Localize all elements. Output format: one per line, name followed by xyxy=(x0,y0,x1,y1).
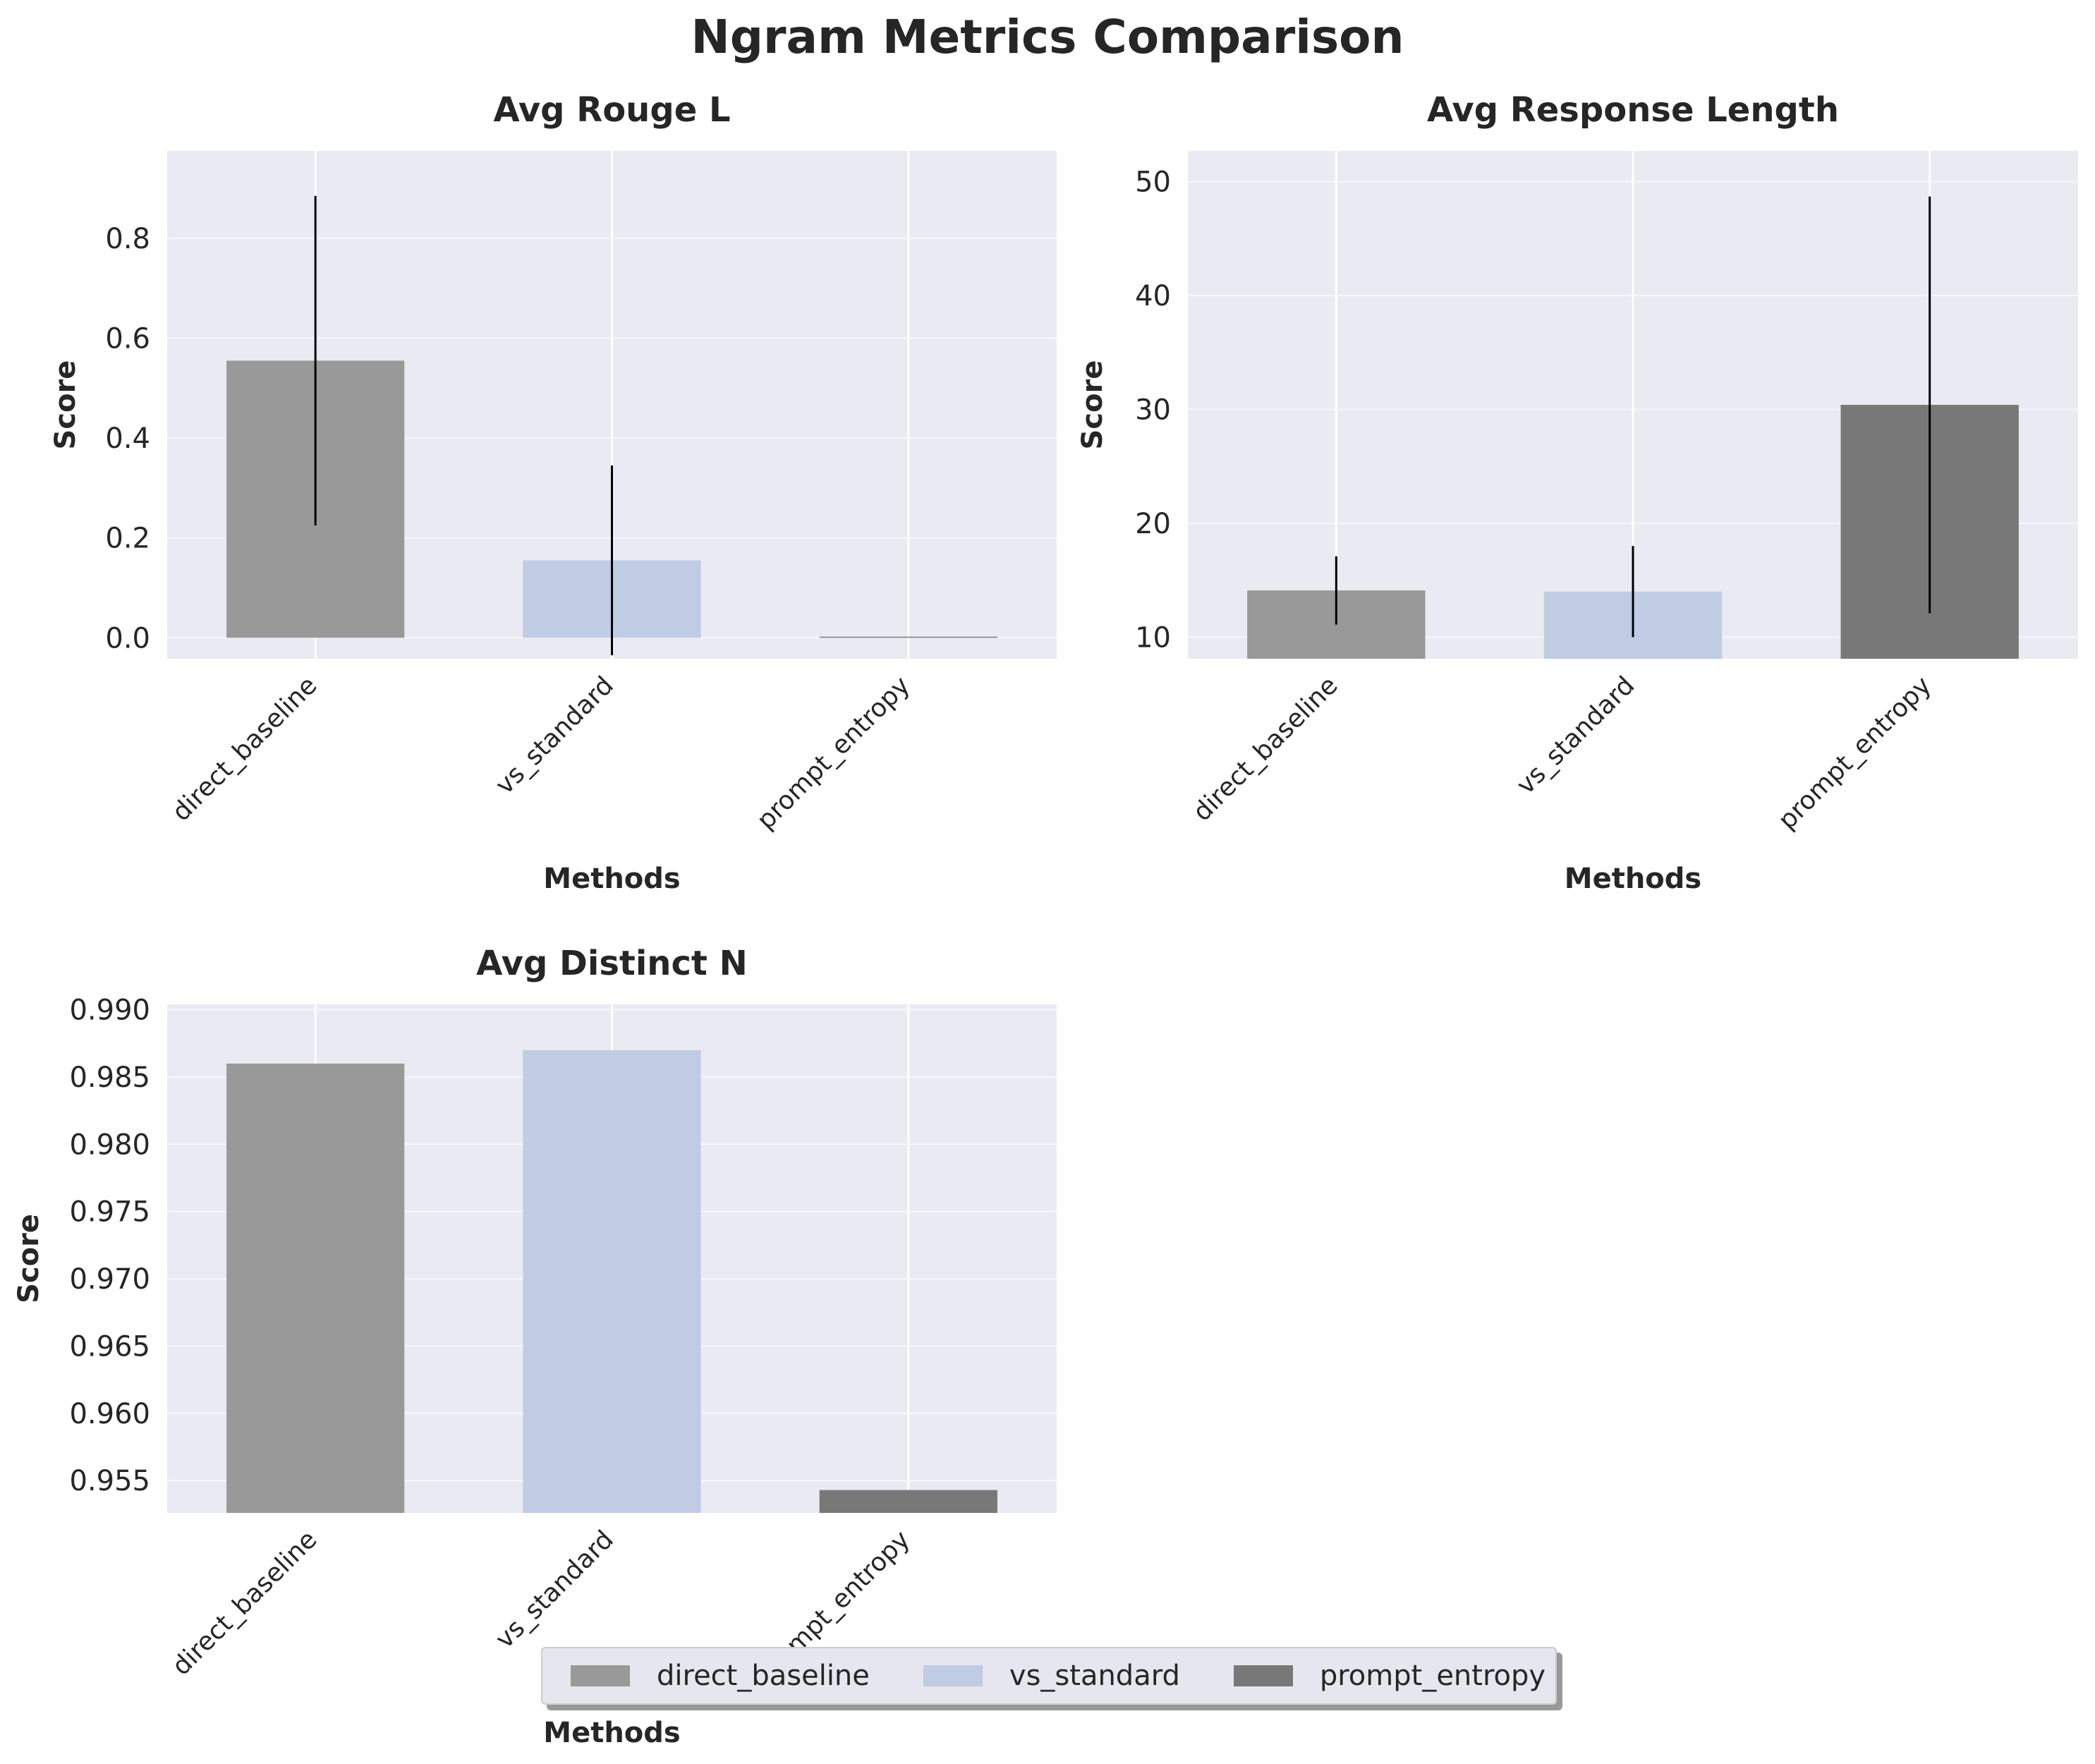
y-tick-label: 0.8 xyxy=(105,223,150,255)
y-tick-label: 0.6 xyxy=(105,322,150,355)
y-tick-label: 0.0 xyxy=(105,622,150,655)
x-tick-label: vs_standard xyxy=(1511,671,1640,800)
y-tick-label: 0.970 xyxy=(69,1263,150,1296)
x-tick-label: direct_baseline xyxy=(1188,671,1344,827)
legend-swatch xyxy=(1233,1665,1293,1686)
x-tick-label: vs_standard xyxy=(490,671,619,800)
chart-panel-1: 0.0 0.2 0.4 0.6 0.8 direct_baseline vs_standar… xyxy=(49,90,1057,895)
y-tick-label: 0.960 xyxy=(69,1398,150,1430)
x-tick-label: vs_standard xyxy=(490,1525,619,1654)
legend-label: direct_baseline xyxy=(657,1660,870,1692)
legend-swatch xyxy=(923,1665,983,1686)
legend-item-prompt-entropy: prompt_entropy xyxy=(1233,1660,1546,1692)
legend-label: vs_standard xyxy=(1009,1660,1180,1692)
figure-title: Ngram Metrics Comparison xyxy=(691,10,1404,64)
x-axis-label: Methods xyxy=(543,863,680,895)
chart-panel-3: 0.955 0.960 0.965 0.970 0.975 0.980 0.985 0.990… xyxy=(13,944,1057,1749)
y-tick-label: 0.985 xyxy=(69,1062,150,1094)
y-tick-label: 0.975 xyxy=(69,1196,150,1229)
legend-item-vs-standard: vs_standard xyxy=(923,1660,1180,1692)
y-tick-label: 10 xyxy=(1135,621,1171,654)
y-tick-label: 0.965 xyxy=(69,1330,150,1363)
y-axis-label: Score xyxy=(1076,360,1109,450)
bar-prompt-entropy xyxy=(819,1490,997,1513)
bar-vs-standard xyxy=(523,1050,701,1513)
y-tick-label: 0.980 xyxy=(69,1129,150,1161)
y-axis-label: Score xyxy=(49,360,82,450)
y-tick-label: 50 xyxy=(1135,166,1171,199)
bar-direct-baseline xyxy=(226,1063,405,1513)
y-tick-label: 40 xyxy=(1135,280,1171,312)
y-tick-label: 20 xyxy=(1135,508,1171,540)
legend-swatch xyxy=(571,1665,630,1686)
legend-item-direct-baseline: direct_baseline xyxy=(571,1660,870,1692)
bars-group xyxy=(1247,196,2019,659)
legend: direct_baseline vs_standard prompt_entropy xyxy=(541,1647,1557,1705)
y-tick-label: 0.4 xyxy=(105,422,150,455)
chart-title: Avg Distinct N xyxy=(476,944,748,983)
bars-group xyxy=(226,195,997,656)
y-tick-label: 0.990 xyxy=(69,994,150,1027)
x-axis-label: Methods xyxy=(543,1717,680,1749)
y-tick-label: 0.955 xyxy=(69,1465,150,1497)
y-tick-label: 30 xyxy=(1135,394,1171,426)
bar-prompt-entropy xyxy=(819,636,997,638)
x-tick-label: direct_baseline xyxy=(166,671,322,827)
chart-title: Avg Rouge L xyxy=(493,90,730,130)
x-tick-label: direct_baseline xyxy=(166,1525,322,1681)
bars-group xyxy=(226,1050,997,1513)
x-tick-label: prompt_entropy xyxy=(751,671,916,835)
y-axis-label: Score xyxy=(13,1214,45,1303)
chart-title: Avg Response Length xyxy=(1427,90,1839,130)
y-tick-label: 0.2 xyxy=(105,523,150,555)
chart-panel-2: 10 20 30 40 50 direct_baseline vs_standard prom… xyxy=(1076,90,2078,895)
x-tick-label: prompt_entropy xyxy=(1773,671,1937,835)
legend-label: prompt_entropy xyxy=(1319,1660,1546,1692)
x-axis-label: Methods xyxy=(1565,863,1701,895)
